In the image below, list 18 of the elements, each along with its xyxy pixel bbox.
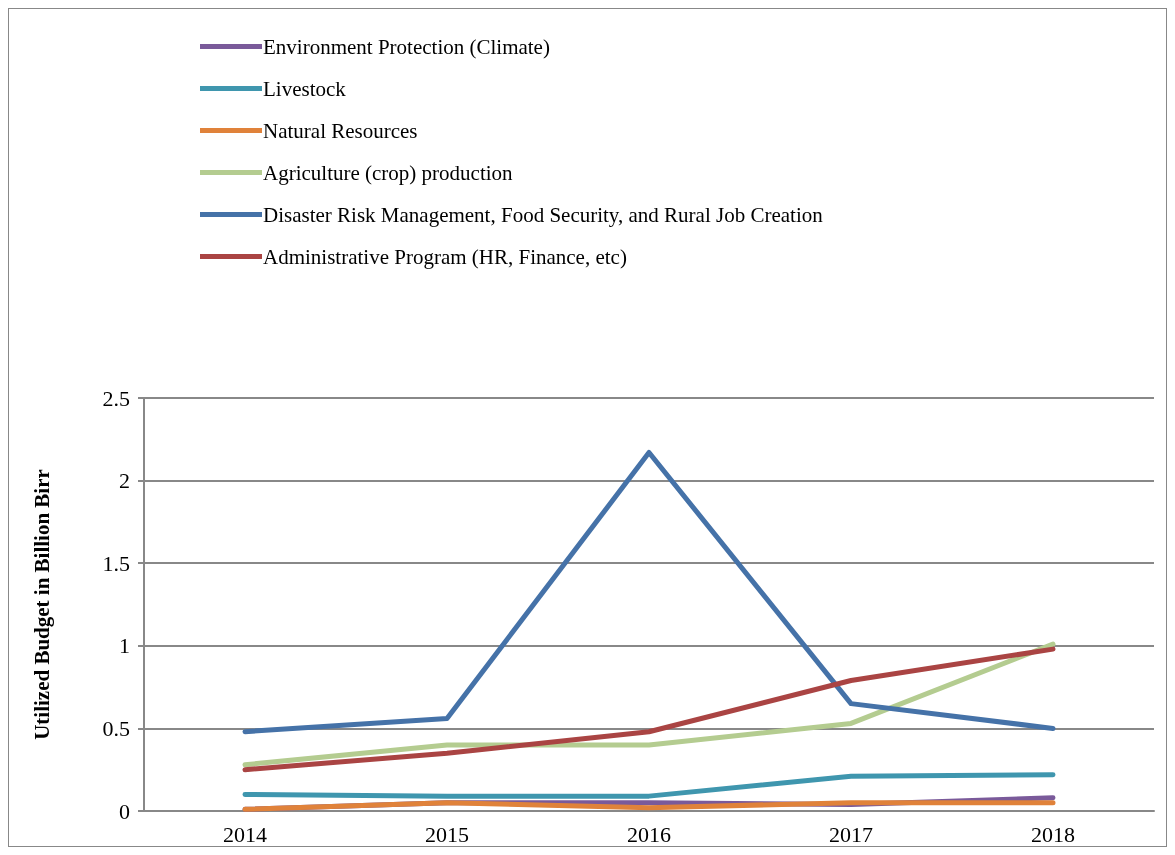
legend-label: Livestock	[263, 76, 347, 101]
legend-label: Agriculture (crop) production	[263, 160, 514, 185]
x-tick-label: 2018	[1031, 821, 1075, 847]
y-tick-label: 2.5	[102, 385, 130, 411]
y-tick-label: 2	[119, 468, 130, 494]
x-tick-label: 2017	[829, 821, 873, 847]
y-tick-label: 1.5	[102, 550, 130, 576]
legend-label: Environment Protection (Climate)	[263, 34, 550, 59]
legend-label: Disaster Risk Management, Food Security, and Rural Job Creation	[263, 202, 824, 227]
legend-label: Administrative Program (HR, Finance, etc)	[263, 244, 627, 269]
y-tick-label: 0	[119, 798, 130, 824]
y-tick-label: 1	[119, 633, 130, 659]
legend-label: Natural Resources	[263, 118, 418, 143]
x-tick-label: 2014	[223, 821, 267, 847]
x-tick-label: 2015	[425, 821, 469, 847]
y-axis-title: Utilized Budget in Billion Birr	[29, 469, 54, 740]
y-tick-label: 0.5	[102, 715, 130, 741]
x-tick-label: 2016	[627, 821, 671, 847]
